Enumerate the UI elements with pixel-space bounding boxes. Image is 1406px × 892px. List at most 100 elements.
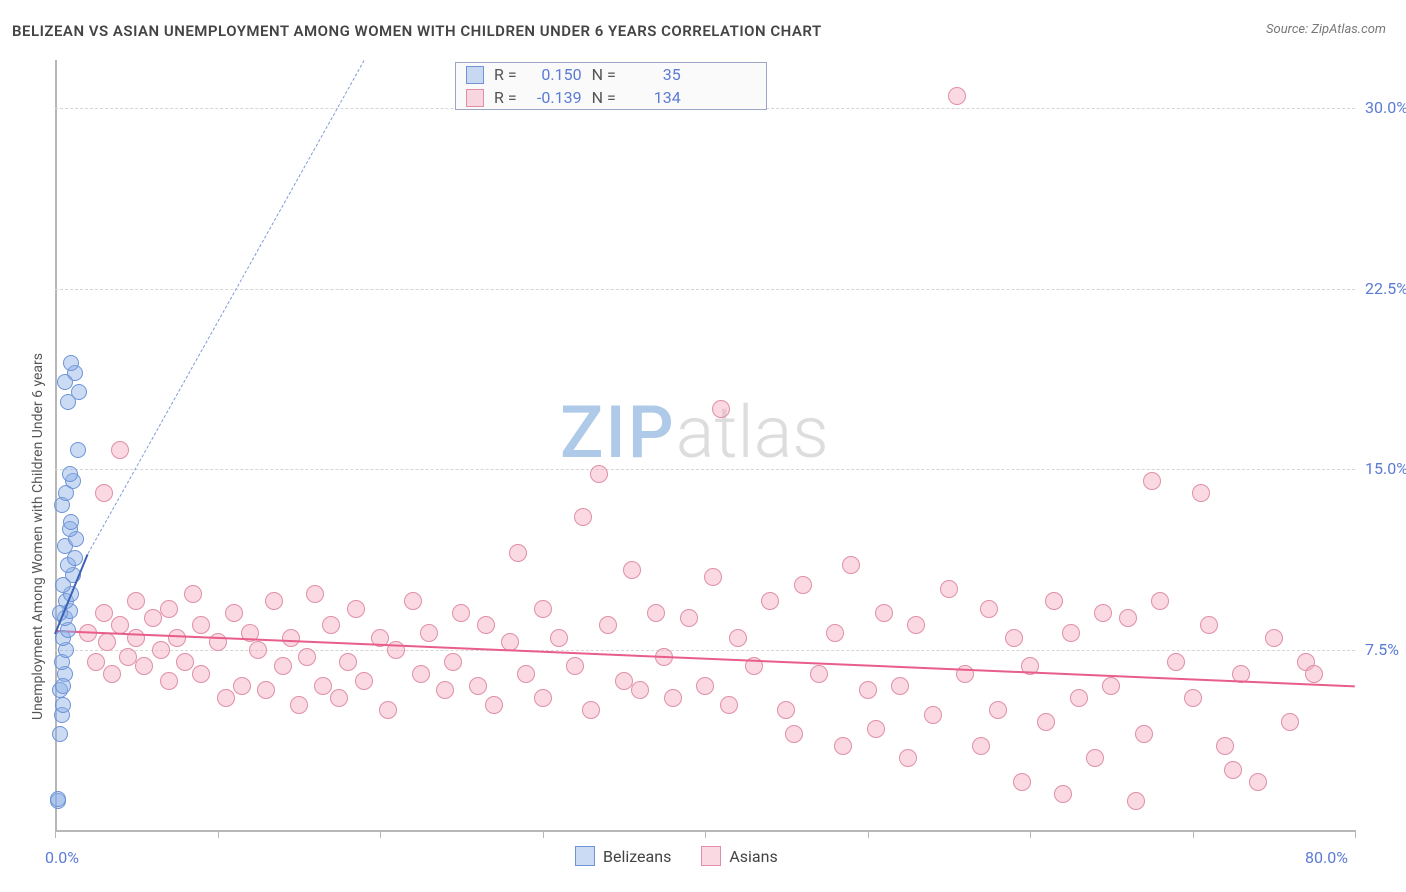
y-tick-label: 7.5% [1365, 640, 1399, 659]
marker-asians [956, 665, 974, 683]
marker-asians [834, 737, 852, 755]
marker-asians [452, 604, 470, 622]
chart-title: BELIZEAN VS ASIAN UNEMPLOYMENT AMONG WOM… [12, 22, 822, 40]
marker-asians [1013, 773, 1031, 791]
marker-asians [135, 657, 153, 675]
marker-asians [379, 701, 397, 719]
x-tick [55, 830, 56, 838]
gridline [55, 289, 1355, 290]
stats-row-belizeans: R = 0.150 N = 35 [456, 63, 766, 86]
marker-belizeans [71, 384, 87, 400]
x-tick [868, 830, 869, 838]
marker-asians [1119, 609, 1137, 627]
marker-asians [761, 592, 779, 610]
marker-asians [842, 556, 860, 574]
marker-asians [274, 657, 292, 675]
marker-belizeans [52, 726, 68, 742]
marker-asians [615, 672, 633, 690]
stats-box: R = 0.150 N = 35 R = -0.139 N = 134 [455, 62, 767, 110]
x-tick [1355, 830, 1356, 838]
marker-asians [680, 609, 698, 627]
x-tick [380, 830, 381, 838]
marker-asians [404, 592, 422, 610]
marker-asians [477, 616, 495, 634]
marker-asians [1143, 472, 1161, 490]
marker-asians [1184, 689, 1202, 707]
marker-asians [810, 665, 828, 683]
marker-asians [387, 641, 405, 659]
y-tick-label: 30.0% [1365, 98, 1406, 117]
marker-asians [347, 600, 365, 618]
marker-asians [980, 600, 998, 618]
marker-asians [534, 689, 552, 707]
marker-belizeans [62, 466, 78, 482]
marker-asians [826, 624, 844, 642]
marker-asians [265, 592, 283, 610]
marker-asians [948, 87, 966, 105]
gridline [55, 469, 1355, 470]
marker-asians [119, 648, 137, 666]
marker-asians [225, 604, 243, 622]
legend-swatch-belizeans [575, 846, 595, 866]
marker-asians [1054, 785, 1072, 803]
legend-item-belizeans: Belizeans [575, 846, 671, 866]
marker-asians [509, 544, 527, 562]
marker-asians [891, 677, 909, 695]
x-tick [218, 830, 219, 838]
stat-r-label: R = [494, 88, 517, 107]
y-axis-label: Unemployment Among Women with Children U… [30, 353, 46, 720]
marker-asians [859, 681, 877, 699]
marker-asians [875, 604, 893, 622]
marker-asians [534, 600, 552, 618]
marker-asians [1062, 624, 1080, 642]
marker-asians [720, 696, 738, 714]
marker-asians [1249, 773, 1267, 791]
source-citation: Source: ZipAtlas.com [1266, 22, 1386, 37]
marker-asians [184, 585, 202, 603]
marker-asians [1192, 484, 1210, 502]
marker-asians [550, 629, 568, 647]
x-tick [1030, 830, 1031, 838]
marker-asians [1070, 689, 1088, 707]
marker-asians [1102, 677, 1120, 695]
marker-asians [1305, 665, 1323, 683]
marker-asians [111, 441, 129, 459]
regline-dash-belizeans [87, 60, 364, 554]
marker-belizeans [63, 514, 79, 530]
marker-asians [517, 665, 535, 683]
swatch-asians [466, 89, 484, 107]
marker-asians [127, 592, 145, 610]
x-tick-label: 0.0% [45, 848, 79, 867]
marker-asians [152, 641, 170, 659]
marker-asians [582, 701, 600, 719]
plot-area: ZIPatlas 7.5%15.0%22.5%30.0% [55, 60, 1355, 830]
legend-item-asians: Asians [701, 846, 777, 866]
marker-asians [95, 604, 113, 622]
stat-r-asians: -0.139 [527, 88, 582, 107]
marker-asians [257, 681, 275, 699]
marker-asians [647, 604, 665, 622]
marker-asians [95, 484, 113, 502]
marker-asians [98, 633, 116, 651]
marker-asians [1281, 713, 1299, 731]
marker-asians [972, 737, 990, 755]
marker-asians [282, 629, 300, 647]
stats-row-asians: R = -0.139 N = 134 [456, 86, 766, 109]
marker-asians [623, 561, 641, 579]
marker-asians [574, 508, 592, 526]
marker-asians [469, 677, 487, 695]
marker-asians [989, 701, 1007, 719]
marker-asians [704, 568, 722, 586]
swatch-belizeans [466, 66, 484, 84]
watermark-atlas: atlas [676, 390, 829, 475]
marker-asians [290, 696, 308, 714]
marker-asians [729, 629, 747, 647]
legend-label-belizeans: Belizeans [603, 847, 671, 866]
marker-asians [867, 720, 885, 738]
marker-asians [712, 400, 730, 418]
y-tick-label: 22.5% [1365, 279, 1406, 298]
marker-asians [103, 665, 121, 683]
marker-asians [330, 689, 348, 707]
marker-asians [1127, 792, 1145, 810]
marker-belizeans [55, 678, 71, 694]
